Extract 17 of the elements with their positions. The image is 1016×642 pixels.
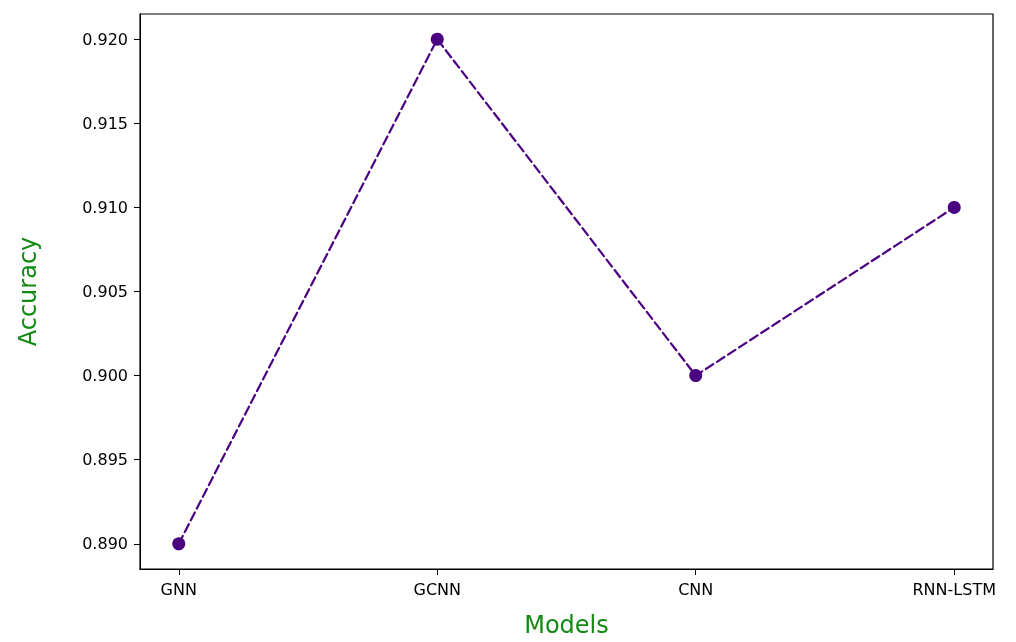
x-tick-label: GCNN <box>413 579 462 599</box>
y-tick-label: 0.895 <box>82 450 128 470</box>
y-tick-label: 0.915 <box>82 113 128 133</box>
y-tick-label: 0.890 <box>82 534 128 554</box>
y-tick-label: 0.905 <box>82 282 128 301</box>
x-tick-label: RNN-LSTM <box>912 579 996 599</box>
x-tick-label: CNN <box>678 579 714 599</box>
y-axis-title: Accuracy <box>14 236 42 347</box>
x-tick-label: GNN <box>160 579 197 599</box>
point <box>172 537 186 551</box>
point <box>689 369 703 383</box>
y-tick-label: 0.920 <box>82 29 128 49</box>
point <box>947 200 961 214</box>
point <box>430 32 444 46</box>
y-tick-label: 0.910 <box>82 197 128 217</box>
x-axis-title: Models <box>524 611 609 639</box>
y-tick-label: 0.900 <box>82 366 128 386</box>
